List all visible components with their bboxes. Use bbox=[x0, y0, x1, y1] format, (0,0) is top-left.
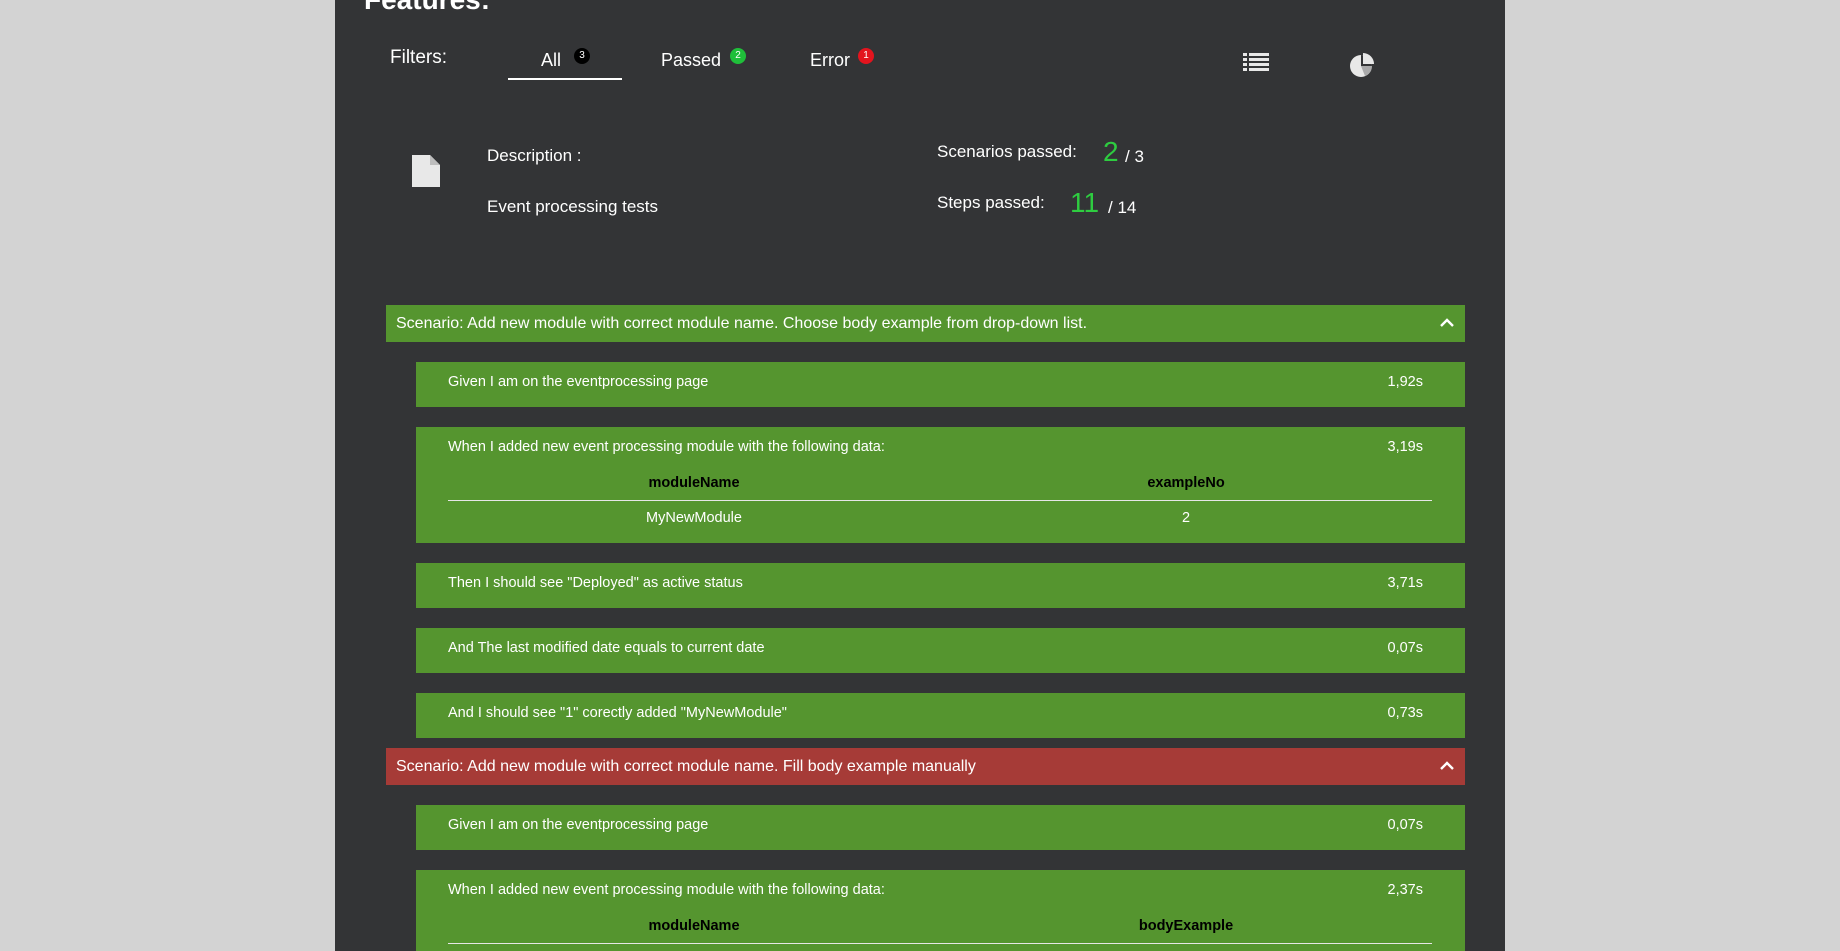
step-duration: 2,37s bbox=[1387, 882, 1423, 898]
chart-view-button[interactable] bbox=[1349, 52, 1375, 83]
step-row: Given I am on the eventprocessing page 1… bbox=[416, 362, 1465, 407]
scenario-title: Scenario: Add new module with correct mo… bbox=[396, 315, 1088, 332]
step-row: Then I should see "Deployed" as active s… bbox=[416, 563, 1465, 608]
scenarios-total: / 3 bbox=[1125, 147, 1144, 166]
step-duration: 0,07s bbox=[1387, 817, 1423, 833]
table-cell: MyNewModule bbox=[646, 510, 742, 526]
step-data-table: moduleName exampleNo MyNewModule 2 bbox=[448, 471, 1432, 526]
step-data-table: moduleName bodyExample bbox=[448, 914, 1432, 944]
step-text: When I added new event processing module… bbox=[448, 882, 885, 898]
tab-all-label: All bbox=[541, 50, 562, 70]
tab-error-count-badge: 1 bbox=[858, 48, 874, 64]
pie-chart-icon bbox=[1350, 53, 1374, 77]
step-row: When I added new event processing module… bbox=[416, 427, 1465, 543]
step-row: Given I am on the eventprocessing page 0… bbox=[416, 805, 1465, 850]
description-text: Event processing tests bbox=[487, 197, 659, 216]
step-duration: 1,92s bbox=[1387, 374, 1423, 390]
step-text: And The last modified date equals to cur… bbox=[448, 640, 765, 656]
list-view-button[interactable] bbox=[1243, 52, 1269, 79]
report-panel: Features: Filters: All 3 Passed 2 Error … bbox=[335, 0, 1505, 951]
step-text: Then I should see "Deployed" as active s… bbox=[448, 575, 743, 591]
step-text: Given I am on the eventprocessing page bbox=[448, 817, 709, 833]
list-icon bbox=[1243, 53, 1269, 71]
scenario-header-2[interactable]: Scenario: Add new module with correct mo… bbox=[386, 748, 1465, 785]
steps-passed-count: 11 bbox=[1070, 187, 1100, 218]
table-header-cell: moduleName bbox=[448, 914, 940, 944]
chevron-up-icon[interactable] bbox=[1439, 316, 1455, 328]
scenario-header-1[interactable]: Scenario: Add new module with correct mo… bbox=[386, 305, 1465, 342]
step-row: When I added new event processing module… bbox=[416, 870, 1465, 951]
steps-total: / 14 bbox=[1108, 198, 1137, 217]
table-header-cell: moduleName bbox=[448, 471, 940, 501]
step-text: When I added new event processing module… bbox=[448, 439, 885, 455]
scenarios-passed-count: 2 bbox=[1103, 136, 1119, 167]
tab-all[interactable]: All 3 bbox=[541, 48, 590, 71]
tab-error-label: Error bbox=[810, 50, 850, 70]
page-title: Features: bbox=[364, 0, 490, 14]
step-duration: 0,07s bbox=[1387, 640, 1423, 656]
active-tab-indicator bbox=[508, 78, 622, 80]
step-text: And I should see "1" corectly added "MyN… bbox=[448, 705, 787, 721]
scenario-title: Scenario: Add new module with correct mo… bbox=[396, 758, 976, 775]
scenarios-passed-label: Scenarios passed: bbox=[937, 142, 1077, 161]
step-duration: 3,71s bbox=[1387, 575, 1423, 591]
step-row: And I should see "1" corectly added "MyN… bbox=[416, 693, 1465, 738]
step-duration: 3,19s bbox=[1387, 439, 1423, 455]
step-duration: 0,73s bbox=[1387, 705, 1423, 721]
filters-label: Filters: bbox=[390, 47, 447, 68]
tab-passed[interactable]: Passed 2 bbox=[661, 48, 746, 71]
description-label: Description : bbox=[487, 146, 582, 165]
tab-passed-count-badge: 2 bbox=[730, 48, 746, 64]
document-icon bbox=[410, 153, 442, 194]
tab-error[interactable]: Error 1 bbox=[810, 48, 874, 71]
tab-all-count-badge: 3 bbox=[574, 48, 590, 64]
chevron-up-icon[interactable] bbox=[1439, 759, 1455, 771]
steps-passed-label: Steps passed: bbox=[937, 193, 1045, 212]
table-header-cell: bodyExample bbox=[940, 914, 1432, 944]
table-row: MyNewModule 2 bbox=[448, 501, 1432, 526]
step-row: And The last modified date equals to cur… bbox=[416, 628, 1465, 673]
step-text: Given I am on the eventprocessing page bbox=[448, 374, 709, 390]
table-cell: 2 bbox=[1181, 510, 1191, 526]
tab-passed-label: Passed bbox=[661, 50, 722, 70]
table-header-cell: exampleNo bbox=[940, 471, 1432, 501]
